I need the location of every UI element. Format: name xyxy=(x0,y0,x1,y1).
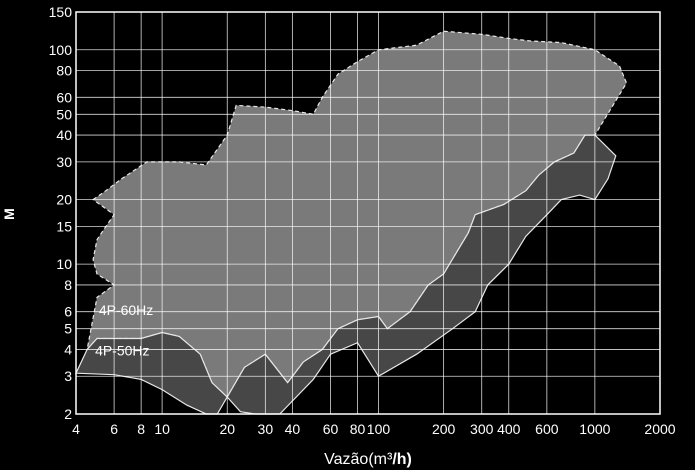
x-axis-label-main: Vazão xyxy=(324,451,368,468)
x-axis-label-unit-open: (m³ xyxy=(368,451,393,468)
series-label-0: 4P-60Hz xyxy=(99,302,153,318)
x-tick-label-8: 80 xyxy=(350,421,366,437)
x-tick-label-5: 30 xyxy=(258,421,274,437)
x-tick-label-2: 8 xyxy=(137,421,145,437)
y-tick-label-5: 8 xyxy=(64,277,72,293)
y-tick-label-13: 80 xyxy=(56,63,72,79)
x-tick-label-1: 6 xyxy=(110,421,118,437)
x-tick-label-4: 20 xyxy=(219,421,235,437)
y-tick-label-14: 100 xyxy=(49,42,73,58)
x-tick-label-11: 300 xyxy=(470,421,494,437)
x-tick-label-14: 1000 xyxy=(579,421,610,437)
y-tick-label-4: 6 xyxy=(64,304,72,320)
y-tick-label-7: 15 xyxy=(56,218,72,234)
y-tick-label-10: 40 xyxy=(56,127,72,143)
y-tick-label-0: 2 xyxy=(64,406,72,422)
y-tick-label-11: 50 xyxy=(56,106,72,122)
y-tick-label-6: 10 xyxy=(56,256,72,272)
series-label-1: 4P-50Hz xyxy=(95,342,149,358)
y-tick-label-15: 150 xyxy=(49,4,73,20)
x-tick-label-7: 60 xyxy=(323,421,339,437)
y-tick-label-12: 60 xyxy=(56,89,72,105)
x-tick-label-15: 2000 xyxy=(644,421,675,437)
x-axis-label: Vazão(m³/h) xyxy=(324,451,412,468)
y-tick-label-2: 4 xyxy=(64,341,72,357)
tick-layer: 4 6 8 10 20 30 40 60 80 100 200 300 400 600 1000 200023… xyxy=(49,4,676,437)
grid-layer xyxy=(76,12,660,414)
x-tick-label-10: 200 xyxy=(432,421,456,437)
x-tick-label-9: 100 xyxy=(367,421,391,437)
y-tick-label-1: 3 xyxy=(64,368,72,384)
y-tick-label-9: 30 xyxy=(56,154,72,170)
y-tick-label-3: 5 xyxy=(64,321,72,337)
plot-frame xyxy=(75,11,661,415)
y-axis-label: M xyxy=(1,208,17,220)
x-tick-label-3: 10 xyxy=(154,421,170,437)
y-tick-label-8: 20 xyxy=(56,192,72,208)
x-tick-label-13: 600 xyxy=(535,421,559,437)
x-tick-label-0: 4 xyxy=(72,421,80,437)
label-layer: 4P-60Hz 4P-50Hz xyxy=(95,302,153,359)
x-axis-label-unit-close: /h) xyxy=(392,451,412,468)
x-tick-label-12: 400 xyxy=(497,421,521,437)
x-tick-label-6: 40 xyxy=(285,421,301,437)
